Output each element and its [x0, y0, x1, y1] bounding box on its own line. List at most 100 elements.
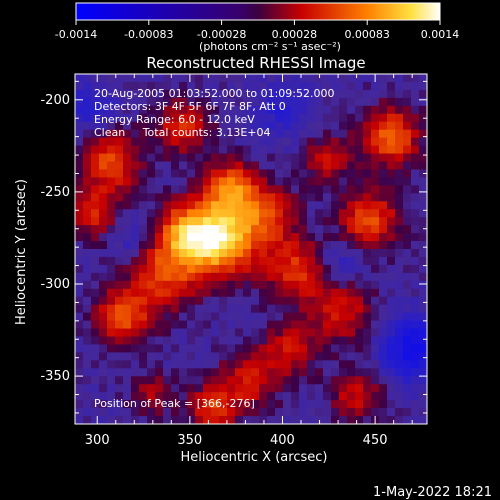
heatmap-cell: [139, 320, 148, 329]
heatmap-cell: [331, 97, 340, 107]
heatmap-cell: [299, 105, 308, 115]
heatmap-cell: [83, 344, 92, 353]
heatmap-cell: [187, 233, 196, 242]
heatmap-cell: [267, 97, 276, 107]
heatmap-cell: [387, 304, 396, 314]
heatmap-cell: [131, 249, 140, 258]
heatmap-cell: [139, 105, 148, 115]
heatmap-cell: [123, 113, 132, 123]
heatmap-cell: [275, 201, 284, 210]
heatmap-cell: [123, 392, 132, 401]
heatmap-cell: [291, 352, 300, 361]
plot-frame: [74, 73, 428, 425]
heatmap-cell: [75, 384, 84, 393]
heatmap-cell: [203, 105, 212, 115]
heatmap-cell: [195, 145, 204, 154]
heatmap-cell: [403, 81, 412, 91]
heatmap-cell: [371, 81, 380, 91]
heatmap-cell: [371, 241, 380, 250]
heatmap-cell: [331, 288, 340, 298]
heatmap-cell: [307, 336, 316, 345]
heatmap-cell: [331, 129, 340, 139]
heatmap-cell: [419, 360, 428, 369]
heatmap-cell: [331, 137, 340, 146]
heatmap-cell: [355, 368, 364, 377]
heatmap-cell: [347, 113, 356, 123]
heatmap-cell: [339, 225, 348, 234]
heatmap-cell: [315, 280, 324, 290]
heatmap-cell: [283, 416, 292, 425]
heatmap-cell: [283, 296, 292, 306]
heatmap-cell: [115, 400, 124, 409]
heatmap-cell: [331, 145, 340, 154]
heatmap-cell: [411, 113, 420, 123]
heatmap-cell: [307, 288, 316, 298]
heatmap-cell: [99, 105, 108, 115]
heatmap-cell: [363, 153, 372, 162]
heatmap-cell: [379, 304, 388, 314]
heatmap-cell: [363, 264, 372, 274]
heatmap-cell: [419, 249, 428, 258]
heatmap-cell: [347, 360, 356, 369]
heatmap-cell: [267, 256, 276, 266]
heatmap-cell: [331, 296, 340, 306]
heatmap-cell: [307, 249, 316, 258]
heatmap-cell: [403, 193, 412, 202]
heatmap-cell: [347, 344, 356, 353]
heatmap-cell: [195, 264, 204, 274]
heatmap-cell: [227, 272, 236, 282]
heatmap-cell: [123, 193, 132, 202]
heatmap-cell: [171, 185, 180, 194]
heatmap-cell: [91, 360, 100, 369]
heatmap-cell: [419, 137, 428, 146]
heatmap-cell: [299, 169, 308, 178]
heatmap-cell: [131, 121, 140, 131]
heatmap-cell: [283, 376, 292, 385]
heatmap-cell: [323, 161, 332, 170]
heatmap-cell: [411, 153, 420, 162]
heatmap-cell: [211, 177, 220, 186]
heatmap-cell: [171, 416, 180, 425]
heatmap-cell: [283, 217, 292, 226]
heatmap-cell: [251, 177, 260, 186]
heatmap-cell: [315, 352, 324, 361]
heatmap-cell: [371, 129, 380, 139]
heatmap-cell: [99, 153, 108, 162]
heatmap-cell: [323, 328, 332, 337]
heatmap-cell: [387, 89, 396, 99]
heatmap-cell: [99, 97, 108, 107]
annotation-clean-counts: Clean Total counts: 3.13E+04: [94, 126, 271, 139]
heatmap-cell: [139, 272, 148, 282]
heatmap-cell: [419, 201, 428, 210]
heatmap-cell: [283, 272, 292, 282]
heatmap-cell: [75, 97, 84, 107]
heatmap-cell: [283, 400, 292, 409]
heatmap-cell: [283, 74, 292, 83]
y-tick-label-neg350: -350: [40, 369, 70, 384]
heatmap-cell: [379, 121, 388, 131]
heatmap-cell: [243, 328, 252, 337]
heatmap-cell: [83, 264, 92, 274]
heatmap-cell: [267, 296, 276, 306]
heatmap-cell: [259, 217, 268, 226]
heatmap-cell: [179, 121, 188, 131]
heatmap-cell: [379, 209, 388, 218]
heatmap-cell: [171, 400, 180, 409]
heatmap-cell: [251, 400, 260, 409]
heatmap-cell: [355, 201, 364, 210]
heatmap-cell: [323, 193, 332, 202]
heatmap-cell: [107, 312, 116, 321]
heatmap-cell: [147, 121, 156, 131]
heatmap-cell: [379, 360, 388, 369]
heatmap-cell: [147, 272, 156, 282]
heatmap-cell: [411, 280, 420, 290]
heatmap-cell: [395, 209, 404, 218]
heatmap-cell: [299, 217, 308, 226]
heatmap-cell: [339, 201, 348, 210]
heatmap-cell: [155, 233, 164, 242]
heatmap-cell: [379, 256, 388, 266]
heatmap-cell: [219, 81, 228, 91]
heatmap-cell: [211, 304, 220, 314]
heatmap-cell: [91, 272, 100, 282]
heatmap-cell: [259, 384, 268, 393]
